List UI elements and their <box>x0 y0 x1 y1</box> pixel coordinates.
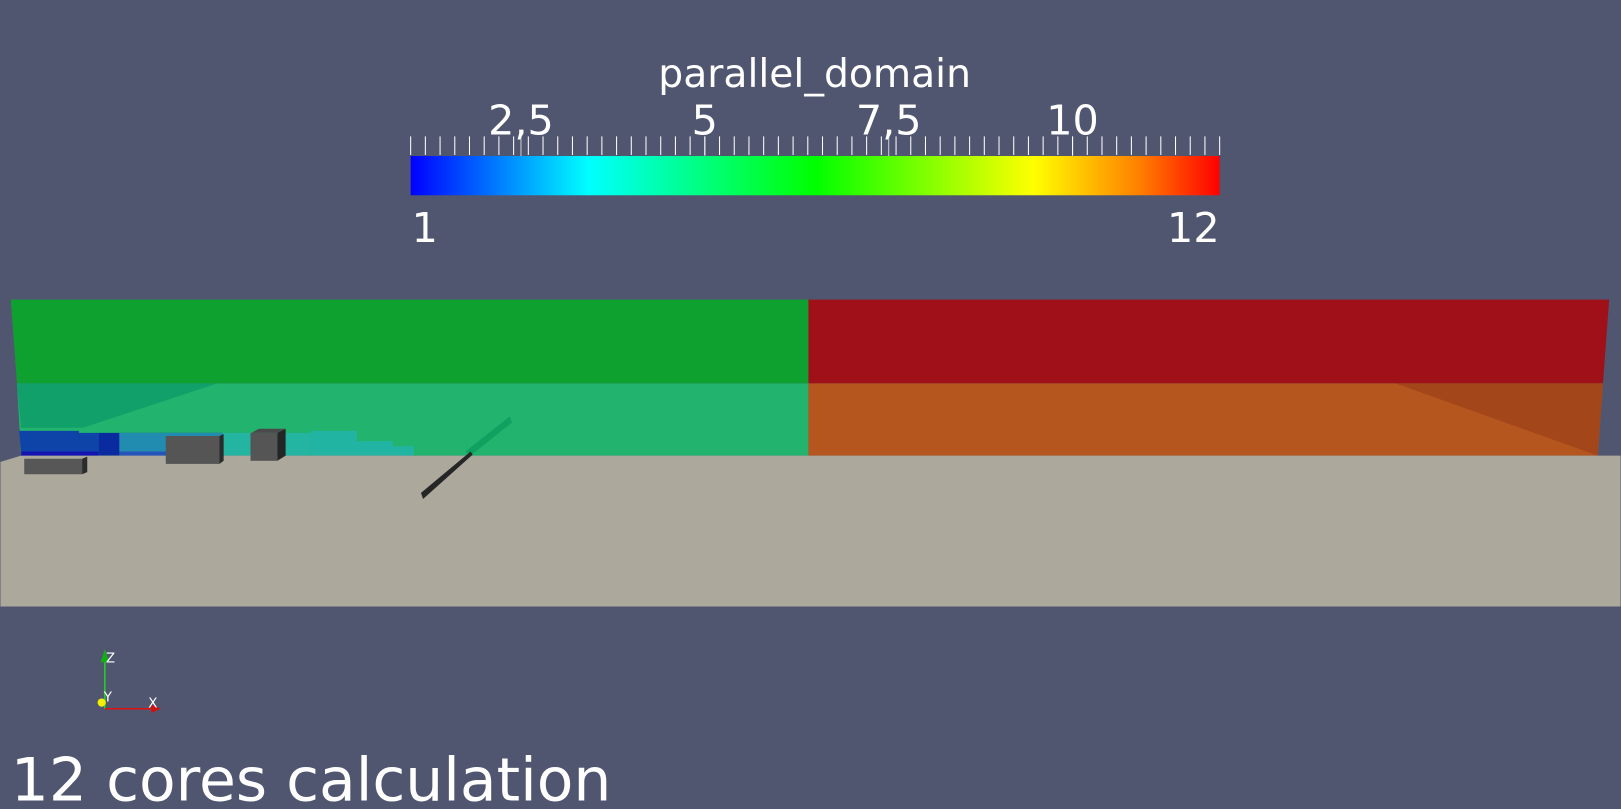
obstacle-box <box>24 458 83 475</box>
colorbar-min-label: 1 <box>412 204 438 252</box>
color-legend[interactable]: parallel_domain 2,5 5 7,5 10 1 12 <box>410 52 1221 252</box>
domain-lower-right <box>808 383 1603 456</box>
axis-label-y: Y <box>103 691 113 706</box>
obstacle-box-side <box>277 428 286 461</box>
obstacle-plate <box>420 451 473 500</box>
orientation-axes[interactable]: Z Y X <box>97 648 161 713</box>
obstacle-box <box>250 432 278 461</box>
domain-upper-right <box>808 299 1610 384</box>
colorbar-tick-label: 2,5 <box>488 96 554 144</box>
colorbar-tick-label: 7,5 <box>856 96 922 144</box>
obstacle-box-side <box>82 456 88 475</box>
colorbar-ticks <box>410 136 1221 176</box>
obstacle-box-top <box>251 428 286 433</box>
axis-label-z: Z <box>106 651 115 666</box>
domain-blue-1 <box>19 430 99 452</box>
domain-shade-right <box>1395 383 1603 456</box>
domain-shade <box>16 383 218 428</box>
y-axis-dot-icon <box>97 698 106 707</box>
colorbar-max-label: 12 <box>1167 204 1220 252</box>
obstacle-box <box>165 436 220 464</box>
caption-text: 12 cores calculation <box>11 746 612 809</box>
colorbar-gradient <box>410 156 1220 196</box>
domain-upper-left <box>10 299 809 384</box>
ground-plane <box>0 455 1621 607</box>
colorbar-tick-labels: 2,5 5 7,5 10 <box>488 96 1099 144</box>
z-axis-arrow-icon <box>100 648 109 663</box>
domain-cyan-2 <box>310 430 414 456</box>
domain-geometry <box>10 299 1610 466</box>
colorbar-tick-label: 10 <box>1046 96 1099 144</box>
axis-label-x: X <box>148 697 157 712</box>
colorbar-tick-label: 5 <box>692 96 718 144</box>
obstacles <box>24 428 473 500</box>
x-axis-arrow-icon <box>151 704 161 713</box>
colorbar-title: parallel_domain <box>658 52 971 97</box>
domain-strip <box>465 416 512 456</box>
obstacle-box-side <box>219 433 224 464</box>
